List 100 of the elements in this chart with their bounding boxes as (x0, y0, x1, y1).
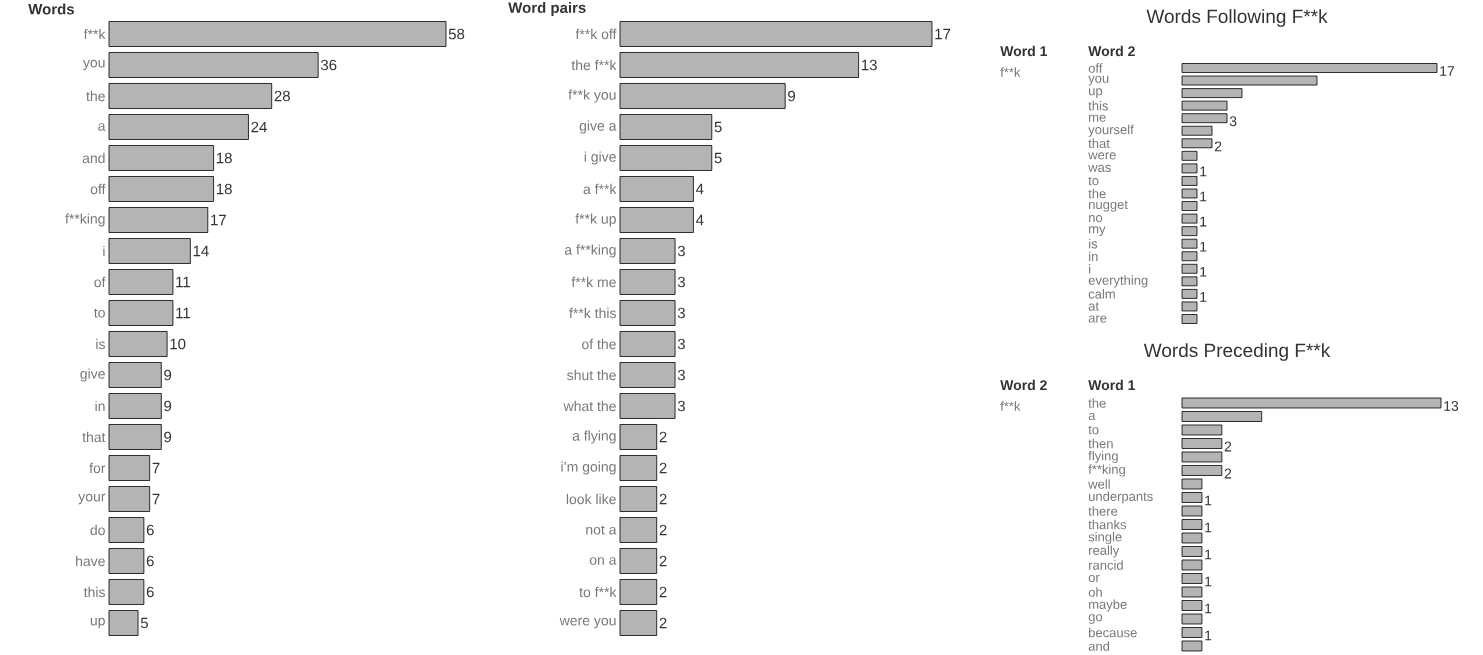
bar (1181, 213, 1198, 224)
text: Word 2 (1000, 379, 1047, 391)
bar (1181, 546, 1203, 557)
bar (1181, 478, 1203, 490)
y-axis-title: Word 2 (1088, 45, 1135, 57)
bar (1181, 100, 1228, 111)
data-label: 3 (677, 307, 685, 319)
data-label: 1 (1200, 241, 1207, 252)
data-label: 6 (146, 555, 154, 567)
data-label: 1 (1200, 166, 1207, 177)
bar (1181, 465, 1223, 476)
bar (1181, 201, 1198, 211)
bar (1181, 138, 1213, 149)
bar (1181, 519, 1203, 530)
data-label: 3 (1229, 116, 1237, 127)
data-label: 9 (164, 400, 172, 412)
data-label: 17 (211, 214, 226, 226)
data-label: 1 (1205, 522, 1212, 533)
y-tick-label: and (82, 152, 105, 164)
y-tick-label: is (96, 338, 105, 350)
bar (1181, 288, 1198, 299)
bar (1181, 314, 1198, 324)
y-tick-label: this (1088, 100, 1108, 111)
y-tick-label: do (90, 524, 105, 536)
data-label: 2 (659, 555, 667, 567)
y-tick-label: in (1089, 251, 1098, 261)
data-label: 6 (146, 586, 154, 598)
data-label: 36 (320, 59, 337, 71)
bar (1181, 438, 1223, 449)
data-label: 2 (659, 493, 667, 505)
y-tick-label: the (86, 90, 105, 102)
y-tick-label: f**king (1088, 464, 1125, 477)
y-tick-label: shut the (567, 369, 616, 381)
y-tick-label: f**king (65, 213, 105, 227)
chart-title: Words Preceding F**k (1143, 343, 1331, 361)
y-tick-label: a f**king (564, 244, 616, 258)
y-axis-title: Words (28, 3, 74, 15)
bar (108, 207, 209, 233)
data-label: 3 (677, 400, 685, 412)
y-tick-label: flying (1088, 450, 1118, 464)
y-axis-title: Word pairs (508, 2, 586, 16)
y-tick-label: to (1088, 176, 1099, 186)
y-tick-label: have (76, 555, 105, 567)
data-label: 2 (1214, 141, 1222, 152)
y-tick-label: give a (579, 120, 617, 134)
y-tick-label: single (1088, 531, 1122, 545)
bar (1181, 188, 1198, 199)
data-label: 4 (695, 183, 704, 195)
data-label: 9 (164, 431, 172, 443)
y-tick-label: i (103, 245, 105, 257)
y-tick-label: the f**k (571, 59, 617, 71)
text: f**k (1000, 401, 1021, 411)
y-tick-label: there (1088, 506, 1118, 516)
y-tick-label: everything (1088, 275, 1148, 288)
data-label: 58 (448, 28, 465, 40)
y-tick-label: in (95, 400, 105, 412)
data-label: 24 (251, 121, 267, 133)
data-label: 1 (1205, 603, 1212, 614)
y-tick-label: are (1088, 315, 1107, 323)
bar (1181, 411, 1263, 422)
y-tick-label: off (1088, 63, 1103, 73)
y-tick-label: the (1088, 188, 1106, 199)
y-tick-label: i’m going (561, 461, 616, 475)
bar (1181, 113, 1228, 124)
data-label: 18 (216, 152, 232, 164)
y-tick-label: for (89, 462, 106, 474)
y-tick-label: really (1089, 545, 1120, 558)
data-label: 1 (1200, 266, 1207, 277)
bar (1181, 251, 1198, 262)
y-tick-label: yourself (1088, 124, 1134, 137)
bar (619, 486, 658, 512)
y-tick-label: you (1088, 75, 1109, 86)
y-tick-label: f**k me (571, 276, 616, 288)
y-tick-label: that (82, 431, 106, 443)
data-label: 3 (677, 245, 685, 257)
bar (1181, 600, 1203, 611)
y-tick-label: a (1088, 412, 1096, 421)
y-tick-label: the (1088, 398, 1106, 408)
data-label: 3 (677, 276, 685, 288)
bar (1181, 573, 1203, 584)
bar (108, 331, 168, 357)
data-label: 2 (659, 617, 667, 629)
y-tick-label: me (1089, 114, 1106, 122)
data-label: 3 (677, 369, 685, 381)
y-tick-label: of the (582, 338, 616, 350)
bar (1181, 627, 1203, 638)
data-label: 1 (1200, 191, 1207, 202)
data-label: 18 (216, 183, 232, 195)
data-label: 4 (695, 214, 704, 226)
bar (1181, 559, 1203, 571)
y-tick-label: and (1088, 641, 1110, 651)
data-label: 2 (659, 524, 667, 536)
data-label: 1 (1200, 216, 1207, 227)
bar (1181, 125, 1213, 136)
y-tick-label: nugget (1089, 200, 1128, 212)
bar (619, 52, 859, 78)
y-tick-label: is (1089, 238, 1098, 249)
y-tick-label: at (1088, 302, 1099, 311)
y-tick-label: i give (584, 151, 616, 165)
bar (1181, 492, 1203, 503)
